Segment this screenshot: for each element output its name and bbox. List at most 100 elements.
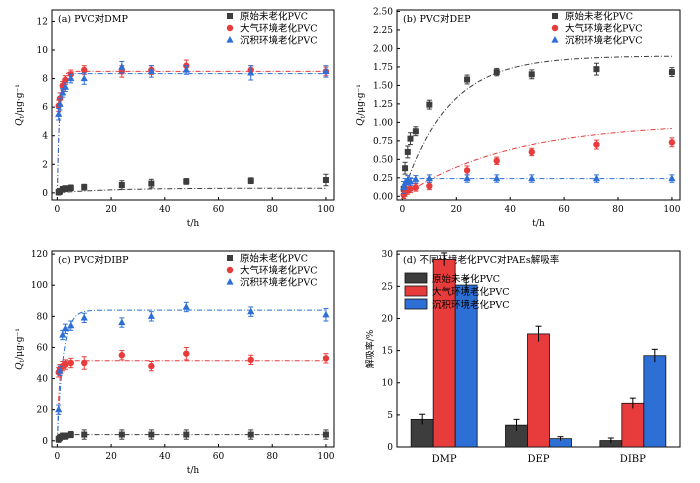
- data-point: [463, 174, 471, 182]
- x-tick-label: 60: [213, 205, 225, 215]
- bar-dibp-2: [621, 402, 645, 448]
- category-label: DEP: [527, 454, 549, 465]
- data-point: [118, 352, 126, 359]
- data-point: [247, 177, 254, 184]
- series-1: [55, 429, 329, 443]
- legend-marker: [551, 24, 559, 32]
- legend-label: 大气环境老化PVC: [240, 265, 318, 277]
- y-tick-label: 20: [382, 314, 394, 324]
- panel-label: (b) PVC对DEP: [403, 13, 471, 25]
- legend-marker: [551, 36, 559, 43]
- series-2: [55, 346, 330, 378]
- legend-swatch: [404, 298, 428, 310]
- fit-curve-2: [402, 127, 672, 197]
- y-tick-label: 30: [382, 250, 394, 260]
- x-axis-label: t/h: [187, 219, 200, 229]
- fit-curve-2: [56, 360, 326, 441]
- legend-label: 原始未老化PVC: [565, 11, 633, 23]
- y-tick-label: 80: [37, 312, 49, 322]
- data-point: [56, 366, 64, 374]
- y-tick-label: 2.50: [373, 7, 393, 17]
- data-point: [148, 362, 155, 370]
- data-point: [118, 63, 126, 70]
- legend-swatch: [404, 285, 428, 297]
- y-tick-label: 2.25: [373, 26, 393, 36]
- legend-marker: [227, 13, 233, 19]
- data-point: [593, 66, 600, 73]
- data-point: [183, 350, 190, 357]
- data-point: [61, 324, 70, 332]
- y-tick-label: 15: [382, 347, 394, 357]
- y-axis-label: Qt/μg·g⁻¹: [15, 328, 26, 370]
- y-axis-label-sub: t: [18, 115, 26, 118]
- plot-frame: [51, 250, 335, 448]
- data-point: [407, 135, 414, 142]
- data-point: [183, 431, 190, 438]
- legend-label: 原始未老化PVC: [240, 253, 308, 265]
- legend-label: 大气环境老化PVC: [432, 286, 510, 298]
- category-label: DIBP: [620, 454, 646, 465]
- data-point: [322, 67, 330, 75]
- x-tick-label: 80: [267, 452, 279, 462]
- fit-curve-3: [56, 309, 326, 441]
- y-axis-label: Qt/μg·g⁻¹: [15, 84, 26, 126]
- data-point: [147, 312, 155, 319]
- data-point: [62, 76, 69, 84]
- data-point: [118, 431, 125, 438]
- data-point: [322, 431, 329, 438]
- y-tick-label: 0: [42, 189, 48, 199]
- x-tick-label: 0: [55, 452, 61, 462]
- legend-label: 原始未老化PVC: [432, 273, 500, 285]
- y-axis-label: 解吸率/%: [364, 329, 376, 368]
- series-2: [55, 59, 330, 112]
- y-tick-label: 0.50: [373, 155, 393, 165]
- data-point: [412, 175, 420, 182]
- legend-marker: [226, 24, 234, 32]
- legend-label: 大气环境老化PVC: [565, 23, 643, 35]
- data-point: [80, 313, 88, 321]
- data-point: [81, 66, 88, 74]
- data-point: [322, 355, 330, 362]
- panel-label: (d) 不同环境老化PVC对PAEs解吸率: [403, 254, 560, 266]
- bar-dibp-3: [643, 355, 667, 448]
- y-tick-label: 1.00: [373, 118, 393, 128]
- data-point: [593, 141, 600, 148]
- data-point: [402, 165, 409, 172]
- panel-label: (a) PVC对DMP: [58, 13, 128, 25]
- fit-curve-1: [56, 434, 326, 442]
- y-tick-label: 1.25: [373, 100, 393, 110]
- x-tick-label: 20: [105, 452, 117, 462]
- x-axis-label: t/h: [187, 466, 200, 476]
- y-tick-label: 0: [42, 437, 48, 447]
- data-point: [62, 185, 69, 192]
- x-axis-label: t/h: [532, 219, 545, 229]
- y-tick-label: 1.50: [373, 81, 393, 91]
- legend-label: 沉积环境老化PVC: [565, 35, 643, 47]
- legend-swatch: [404, 272, 428, 284]
- data-point: [426, 101, 433, 108]
- data-point: [592, 174, 601, 182]
- x-tick-label: 100: [663, 205, 680, 215]
- data-point: [67, 321, 75, 329]
- x-tick-label: 0: [55, 205, 61, 215]
- plot-frame: [396, 9, 681, 201]
- data-point: [148, 180, 155, 187]
- x-tick-label: 100: [317, 452, 334, 462]
- x-tick-label: 100: [317, 205, 334, 215]
- data-point: [118, 318, 126, 326]
- bar-dep-2: [527, 333, 550, 448]
- data-point: [55, 110, 63, 117]
- data-point: [412, 184, 420, 191]
- data-point: [80, 74, 88, 82]
- y-tick-label: 2.00: [373, 44, 393, 54]
- fit-curve-3: [56, 73, 326, 193]
- data-point: [67, 184, 74, 191]
- y-tick-label: 10: [37, 46, 49, 56]
- x-tick-label: 20: [451, 205, 463, 215]
- x-tick-label: 80: [267, 205, 279, 215]
- y-axis-label-main: Q: [356, 118, 366, 126]
- y-axis-label-unit: /μg·g⁻¹: [356, 84, 366, 116]
- series-3: [400, 174, 676, 194]
- panel-b: 0 20 40 60 80 100 0.00 0.25 0.50 0.75 1.00 1.25 1.50…: [356, 7, 681, 229]
